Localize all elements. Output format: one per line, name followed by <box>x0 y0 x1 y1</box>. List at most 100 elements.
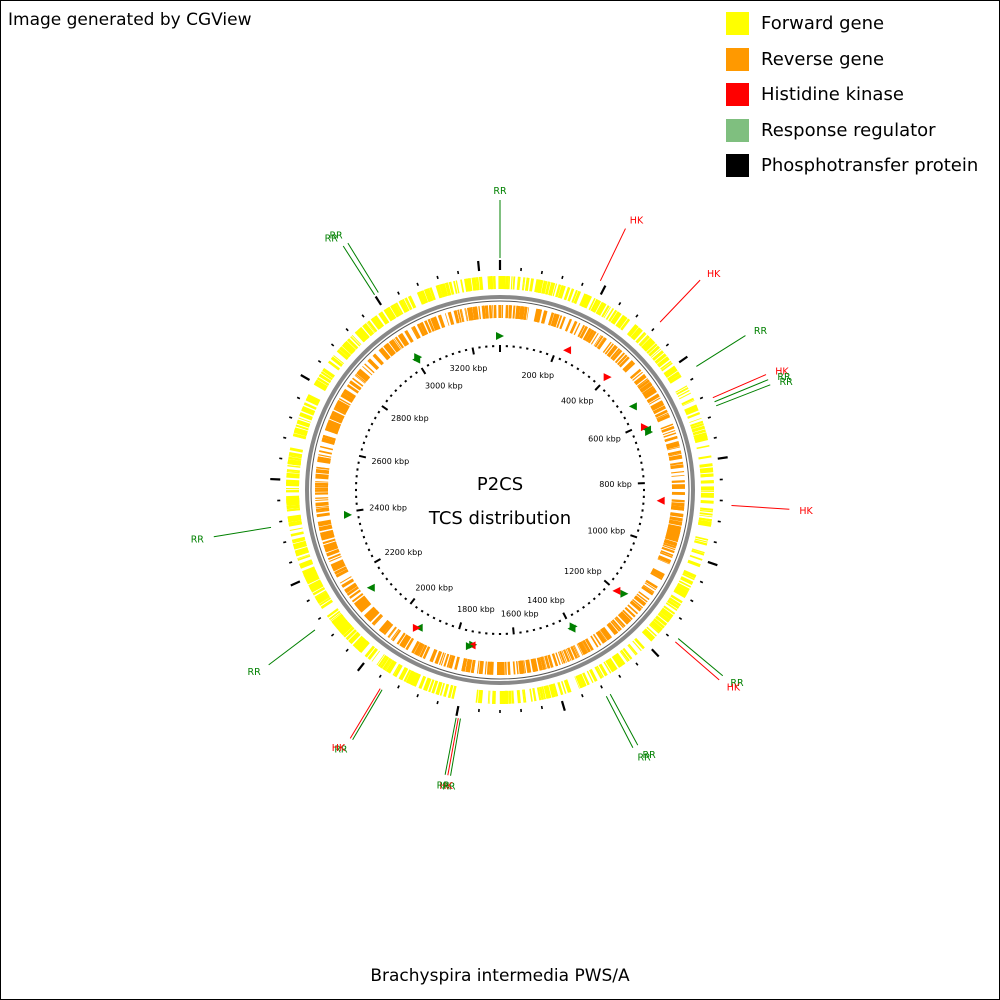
reverse-gene-segment <box>479 660 483 675</box>
forward-gene-segment <box>639 335 649 346</box>
forward-gene-segment <box>418 675 426 689</box>
reverse-gene-segment <box>526 307 530 321</box>
forward-gene-segment <box>347 339 358 349</box>
forward-gene-segment <box>287 516 302 521</box>
reverse-gene-segment <box>429 649 436 662</box>
forward-gene-segment <box>694 540 708 546</box>
forward-gene-segment <box>362 324 373 337</box>
reverse-gene-segment <box>336 400 350 409</box>
outer-scale-tick <box>690 377 694 381</box>
reverse-gene-segment <box>669 516 683 521</box>
forward-gene-segment <box>341 344 353 355</box>
forward-gene-segment <box>471 277 475 291</box>
reverse-gene-segment <box>622 609 633 620</box>
forward-gene-segment <box>592 300 601 313</box>
reverse-gene-segment <box>571 645 579 659</box>
forward-gene-segment <box>642 630 653 642</box>
reverse-gene-segment <box>390 628 400 640</box>
forward-gene-segment <box>687 413 701 419</box>
forward-gene-segment <box>310 583 323 591</box>
inner-scale-tick <box>545 352 549 356</box>
outer-scale-tick <box>289 416 293 419</box>
reverse-gene-segment <box>656 412 669 420</box>
reverse-gene-segment <box>660 423 674 430</box>
forward-gene-segment <box>424 677 431 691</box>
reverse-gene-segment <box>592 634 602 646</box>
reverse-gene-segment <box>606 623 617 636</box>
tick-label: 1600 kbp <box>501 609 539 618</box>
reverse-gene-segment <box>320 532 334 538</box>
forward-gene-segment <box>627 644 637 656</box>
forward-gene-segment <box>315 379 328 389</box>
forward-gene-segment <box>532 688 536 702</box>
reverse-gene-segment <box>660 550 674 557</box>
legend-swatch-histidine-kinase <box>726 83 749 107</box>
outer-scale-tick <box>618 674 622 679</box>
outer-scale-tick <box>707 560 718 567</box>
center-subtitle: TCS distribution <box>428 508 571 529</box>
feature-leader-line <box>352 689 383 741</box>
outer-scale-tick <box>540 705 543 710</box>
reverse-gene-segment <box>594 335 604 348</box>
reverse-gene-segment <box>332 563 346 571</box>
reverse-gene-segment <box>427 319 434 332</box>
forward-gene-segment <box>421 290 427 304</box>
forward-gene-segment <box>403 669 412 683</box>
inner-scale-tick <box>373 558 381 564</box>
inner-scale-tick <box>611 399 615 403</box>
reverse-gene-segment <box>555 652 561 666</box>
forward-gene-segment <box>684 404 697 412</box>
forward-gene-segment <box>352 635 364 647</box>
reverse-gene-segment <box>573 645 581 658</box>
reverse-gene-segment <box>653 405 667 415</box>
forward-gene-segment <box>656 356 670 367</box>
reverse-gene-segment <box>644 389 657 399</box>
feature-leader-line <box>714 379 769 403</box>
reverse-gene-segment <box>430 317 438 331</box>
reverse-gene-segment <box>328 553 341 560</box>
reverse-gene-segment <box>535 308 540 323</box>
forward-gene-segment <box>288 456 302 461</box>
forward-gene-segment <box>447 684 454 699</box>
inner-scale-tick <box>385 577 389 581</box>
reverse-gene-segment <box>344 582 357 592</box>
reverse-gene-segment <box>460 309 465 322</box>
forward-gene-segment <box>643 628 656 640</box>
feature-label: RR <box>643 750 657 761</box>
forward-gene-segment <box>655 615 668 627</box>
histidine-kinase-marker <box>603 373 612 382</box>
forward-gene-segment <box>555 284 562 298</box>
feature-leader-line <box>605 695 634 748</box>
feature-label: HK <box>775 367 789 378</box>
outer-scale-tick <box>290 580 301 587</box>
forward-gene-segment <box>393 664 403 678</box>
inner-scale-tick <box>594 384 601 391</box>
reverse-gene-segment <box>671 471 685 474</box>
reverse-gene-segment <box>669 461 684 466</box>
reverse-gene-segment <box>315 507 330 512</box>
inner-scale-tick <box>630 534 638 539</box>
forward-gene-segment <box>687 412 700 419</box>
forward-gene-segment <box>342 342 355 354</box>
forward-gene-track <box>285 275 715 705</box>
forward-gene-segment <box>563 679 570 693</box>
forward-gene-segment <box>384 308 394 321</box>
reverse-gene-segment <box>666 531 680 537</box>
reverse-gene-segment <box>663 542 677 549</box>
feature-label: HK <box>799 506 813 517</box>
forward-gene-segment <box>468 278 473 292</box>
forward-gene-segment <box>322 368 335 378</box>
reverse-gene-segment <box>610 348 621 360</box>
reverse-gene-segment <box>419 644 427 658</box>
inner-scale-tick <box>367 428 371 432</box>
reverse-gene-segment <box>651 402 665 411</box>
forward-gene-segment <box>366 322 376 333</box>
reverse-gene-segment <box>372 614 382 625</box>
reverse-gene-segment <box>368 358 380 370</box>
forward-gene-segment <box>331 357 342 367</box>
tick-label-group: 200 kbp 400 kbp 600 kbp 800 kbp 1000 kbp 1200… <box>369 364 632 618</box>
reverse-gene-segment <box>515 305 519 319</box>
backbone-inner-ring <box>310 300 690 680</box>
reverse-gene-segment <box>668 525 682 530</box>
reverse-gene-segment <box>598 630 607 642</box>
